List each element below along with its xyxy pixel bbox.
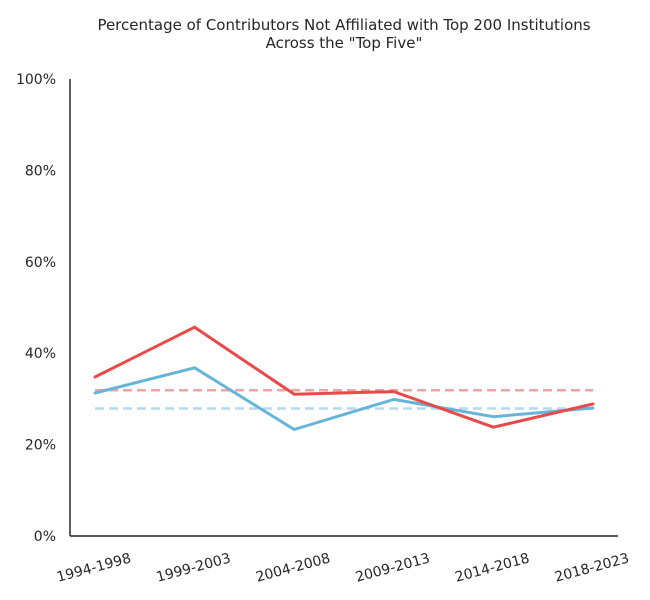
series-line-2	[93, 366, 595, 431]
axes	[69, 79, 618, 537]
y-tick-label: 100%	[16, 72, 56, 88]
series-lines	[93, 325, 595, 431]
y-tick-label: 0%	[34, 529, 56, 545]
y-tick-labels: 0% 20% 40% 60% 80% 100%	[16, 72, 56, 545]
y-tick-label: 80%	[25, 163, 56, 179]
x-tick-label: 2009-2013	[354, 551, 432, 586]
y-tick-label: 20%	[25, 438, 56, 454]
y-tick-label: 60%	[25, 255, 56, 271]
chart-title-line-1: Percentage of Contributors Not Affiliate…	[97, 16, 590, 34]
x-tick-label: 1994-1998	[55, 551, 133, 586]
x-tick-label: 2014-2018	[453, 551, 531, 586]
y-tick-label: 40%	[25, 346, 56, 362]
x-tick-label: 2018-2023	[553, 551, 631, 586]
x-tick-label: 2004-2008	[254, 551, 332, 586]
x-tick-label: 1999-2003	[155, 551, 233, 586]
chart-title-line-2: Across the "Top Five"	[266, 34, 423, 52]
x-tick-labels: 1994-1998 1999-2003 2004-2008 2009-2013 2014…	[55, 551, 631, 586]
series-line-1	[93, 325, 595, 429]
